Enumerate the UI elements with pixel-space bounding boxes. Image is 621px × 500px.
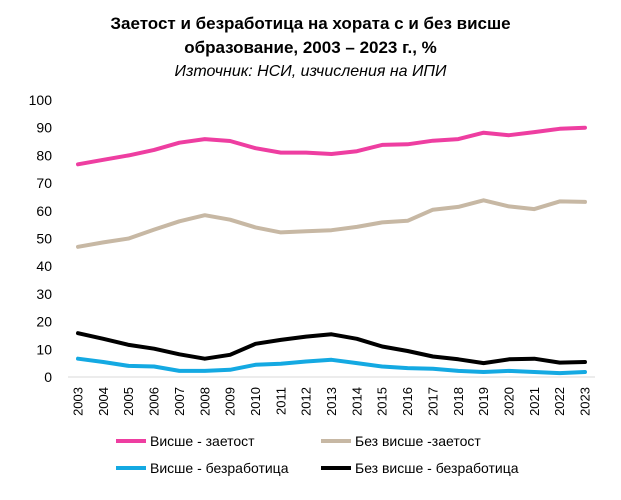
y-tick-label: 20: [36, 314, 52, 330]
x-tick-label: 2003: [71, 387, 86, 416]
x-tick-label: 2008: [197, 387, 212, 416]
x-tick-label: 2013: [324, 387, 339, 416]
y-tick-label: 40: [36, 258, 52, 274]
chart-title-line-1: Заетост и безработица на хората с и без …: [110, 14, 511, 33]
x-tick-label: 2023: [578, 387, 593, 416]
x-tick-label: 2011: [273, 387, 288, 415]
x-tick-label: 2007: [172, 387, 187, 416]
legend-label: Висше - безработица: [150, 460, 289, 476]
x-tick-label: 2022: [552, 387, 567, 416]
x-tick-label: 2009: [223, 387, 238, 416]
x-tick-label: 2016: [400, 387, 415, 416]
x-tick-label: 2021: [527, 387, 542, 416]
x-tick-label: 2019: [476, 387, 491, 416]
x-tick-label: 2020: [502, 387, 517, 416]
legend-label: Висше - заетост: [150, 433, 255, 449]
x-tick-label: 2012: [299, 387, 314, 416]
x-tick-label: 2018: [451, 387, 466, 416]
x-tick-label: 2014: [349, 387, 364, 416]
x-tick-label: 2004: [96, 387, 111, 416]
series-line-1: [76, 125, 587, 167]
legend-label: Без висше -заетост: [355, 433, 481, 449]
x-tick-label: 2006: [147, 387, 162, 416]
x-tick-label: 2005: [121, 387, 136, 416]
series-line-2: [76, 198, 587, 249]
y-tick-label: 50: [36, 231, 52, 247]
y-tick-label: 30: [36, 286, 52, 302]
legend-label: Без висше - безработица: [355, 460, 519, 476]
y-tick-label: 0: [44, 369, 52, 385]
y-tick-label: 70: [36, 175, 52, 191]
y-tick-label: 10: [36, 341, 52, 357]
y-tick-label: 100: [29, 92, 53, 108]
chart-subtitle: Източник: НСИ, изчисления на ИПИ: [174, 63, 447, 80]
series-line-4: [76, 331, 587, 366]
y-tick-label: 60: [36, 203, 52, 219]
x-tick-label: 2010: [248, 387, 263, 416]
x-tick-label: 2017: [425, 387, 440, 416]
y-tick-label: 90: [36, 120, 52, 136]
x-tick-label: 2015: [375, 387, 390, 416]
y-tick-label: 80: [36, 147, 52, 163]
series-line-3: [76, 356, 587, 376]
chart-title-line-2: образование, 2003 – 2023 г., %: [184, 38, 437, 57]
